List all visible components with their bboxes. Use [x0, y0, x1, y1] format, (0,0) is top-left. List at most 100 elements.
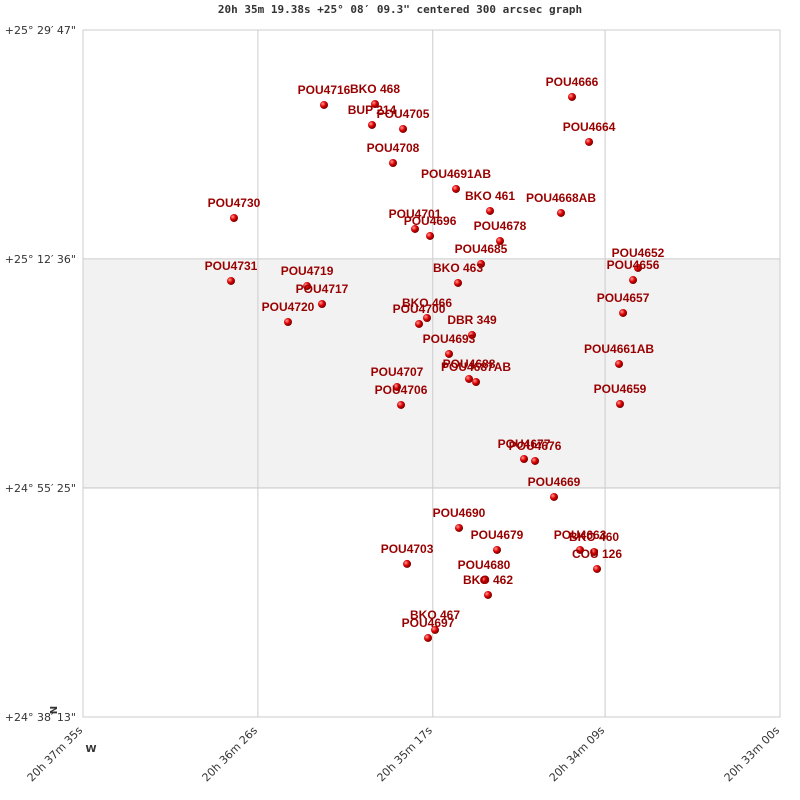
- star: [479, 575, 488, 584]
- star: [229, 213, 238, 222]
- star: [531, 456, 540, 465]
- star: [477, 259, 486, 268]
- star-label: POU4707: [371, 365, 424, 379]
- plot-band: [83, 259, 780, 489]
- star-label: POU4661AB: [584, 342, 654, 356]
- star: [616, 399, 625, 408]
- star: [576, 545, 585, 554]
- compass-west: W: [85, 744, 96, 755]
- star-label: POU4708: [367, 141, 420, 155]
- star-label: POU4669: [528, 475, 581, 489]
- star-label: POU4690: [433, 506, 486, 520]
- star: [318, 300, 327, 309]
- star: [619, 308, 628, 317]
- y-tick-label: +24° 55′ 25": [5, 482, 76, 495]
- star-label: BKO 467: [410, 608, 460, 622]
- star: [629, 276, 638, 285]
- x-tick-label: 20h 33m 00s: [722, 724, 783, 785]
- star-label: BKO 463: [433, 261, 483, 275]
- star-label: POU4717: [296, 282, 349, 296]
- star-label: POU4731: [205, 259, 258, 273]
- star: [422, 313, 431, 322]
- star-label: POU4730: [208, 196, 261, 210]
- star: [415, 319, 424, 328]
- star: [568, 92, 577, 101]
- star-label: POU4652: [612, 246, 665, 260]
- star: [320, 100, 329, 109]
- star: [454, 278, 463, 287]
- star: [393, 382, 402, 391]
- star-label: POU4663: [554, 528, 607, 542]
- star: [370, 100, 379, 109]
- star-label: DBR 349: [447, 313, 497, 327]
- star-label: POU4720: [262, 300, 315, 314]
- star: [520, 454, 529, 463]
- x-tick-label: 20h 36m 26s: [200, 724, 261, 785]
- star: [615, 359, 624, 368]
- star: [424, 633, 433, 642]
- star-label: POU4676: [509, 439, 562, 453]
- star: [590, 547, 599, 556]
- star-label: POU4664: [563, 120, 616, 134]
- star: [472, 378, 481, 387]
- star-label: POU4701: [389, 207, 442, 221]
- star-label: POU4706: [375, 383, 428, 397]
- star-label: BKO 461: [465, 189, 515, 203]
- compass-north: N: [49, 706, 60, 714]
- star-label: POU4716: [298, 83, 351, 97]
- star-label: POU4688: [443, 357, 496, 371]
- star-label: POU4700: [393, 302, 446, 316]
- star-label: BKO 468: [350, 82, 400, 96]
- star: [465, 374, 474, 383]
- star-label: COU 126: [572, 547, 622, 561]
- star-label: POU4687AB: [441, 360, 511, 374]
- x-tick-label: 20h 37m 35s: [25, 724, 86, 785]
- star: [411, 224, 420, 233]
- star: [445, 349, 454, 358]
- star: [388, 159, 397, 168]
- x-tick-label: 20h 34m 09s: [547, 724, 608, 785]
- star: [403, 559, 412, 568]
- star-label: BKO 460: [569, 530, 619, 544]
- star: [593, 564, 602, 573]
- star-label: POU4656: [607, 258, 660, 272]
- star: [486, 206, 495, 215]
- star: [454, 523, 463, 532]
- star: [495, 237, 504, 246]
- star: [557, 208, 566, 217]
- star-label: POU4659: [594, 382, 647, 396]
- star-label: POU4657: [597, 291, 650, 305]
- y-tick-label: +25° 29′ 47": [5, 24, 76, 37]
- star-label: POU4677: [498, 437, 551, 451]
- chart-title: 20h 35m 19.38s +25° 08′ 09.3" centered 3…: [218, 3, 582, 16]
- star-label: POU4666: [546, 75, 599, 89]
- star: [550, 492, 559, 501]
- star-label: POU4679: [471, 528, 524, 542]
- star: [585, 137, 594, 146]
- star-label: POU4693: [423, 332, 476, 346]
- star-label: POU4678: [474, 219, 527, 233]
- star-label: POU4703: [381, 542, 434, 556]
- star: [634, 263, 643, 272]
- star: [426, 231, 435, 240]
- star-label: POU4719: [281, 264, 334, 278]
- star-label: BUP 214: [348, 103, 397, 117]
- star-label: POU4696: [404, 214, 457, 228]
- star: [493, 545, 502, 554]
- star: [468, 331, 477, 340]
- star: [452, 184, 461, 193]
- star-label: BKO 462: [463, 573, 513, 587]
- star: [484, 590, 493, 599]
- y-tick-label: +25° 12′ 36": [5, 253, 76, 266]
- star-label: POU4697: [402, 616, 455, 630]
- y-tick-label: +24° 38′ 13": [5, 711, 76, 724]
- star-label: POU4668AB: [526, 191, 596, 205]
- x-tick-label: 20h 35m 17s: [375, 724, 436, 785]
- star-label: POU4680: [458, 558, 511, 572]
- star: [368, 120, 377, 129]
- star: [303, 282, 312, 291]
- star-label: BKO 466: [402, 296, 452, 310]
- star-label: POU4705: [377, 107, 430, 121]
- star-label: POU4685: [455, 242, 508, 256]
